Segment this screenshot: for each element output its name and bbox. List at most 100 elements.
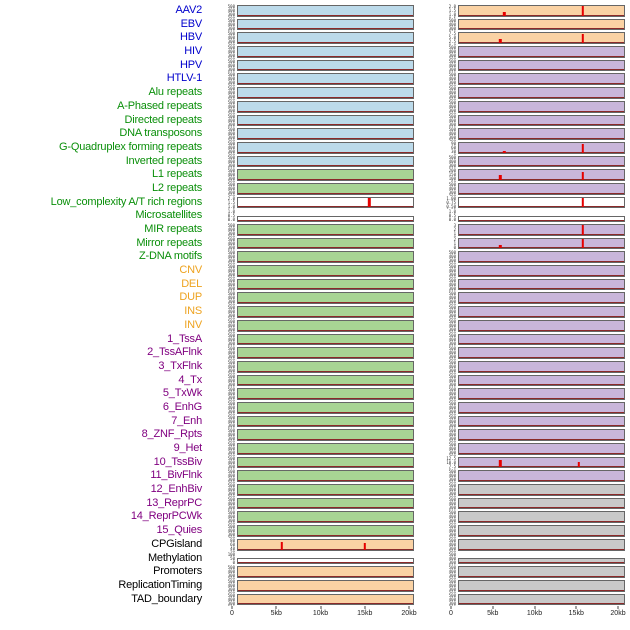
- y-axis-ticks-right: 5004003002001000: [426, 155, 458, 168]
- track-panel-right: [458, 333, 625, 346]
- y-tick-label: 3: [453, 223, 456, 228]
- track-panel-right: [458, 497, 625, 510]
- y-tick-label: 500: [448, 318, 456, 324]
- y-tick-label: 500: [448, 442, 456, 447]
- y-tick-label: 400: [227, 309, 235, 315]
- signal-baseline: [238, 425, 413, 427]
- track-panel-left: [237, 18, 414, 31]
- y-tick-label: 500: [448, 387, 456, 393]
- y-axis-ticks-right: 5004003002001000: [426, 100, 458, 113]
- column-gap: [414, 401, 426, 415]
- y-tick-label: 500: [227, 17, 235, 23]
- track-row: EBV50040030020010005004003002001000: [0, 17, 630, 31]
- track-label: 10_TssBiv: [153, 455, 203, 468]
- y-tick-label: 200: [228, 290, 235, 291]
- column-gap: [414, 387, 426, 401]
- track-row: 6_EnhG50040030020010005004003002001000: [0, 401, 630, 415]
- column-gap: [414, 45, 426, 59]
- y-tick-label: 500: [227, 127, 235, 133]
- signal-baseline: [459, 397, 624, 399]
- y-tick-label: 200: [449, 318, 456, 319]
- y-tick-label: 200: [449, 85, 456, 86]
- column-gap: [414, 483, 426, 497]
- y-tick-label: 500: [227, 99, 235, 105]
- track-label: G-Quadruplex forming repeats: [59, 140, 202, 153]
- track-panel-right: [458, 388, 625, 400]
- y-tick-label: 400: [227, 227, 235, 232]
- y-tick-label: 400: [448, 62, 456, 68]
- y-tick-label: 500: [227, 181, 235, 187]
- track-panel-right: [458, 128, 625, 140]
- track-panel-left: [237, 216, 414, 222]
- signal-baseline: [459, 562, 624, 564]
- y-tick-label: 500: [227, 168, 235, 174]
- track-panel-left: [237, 128, 414, 140]
- y-tick-label: 90: [451, 140, 456, 146]
- y-tick-label: 10.0: [446, 459, 456, 465]
- track-panel-right: [458, 216, 625, 222]
- y-tick-label: 300: [227, 121, 235, 127]
- y-tick-label: 500: [448, 45, 456, 51]
- y-tick-label: 500: [448, 17, 456, 23]
- track-label: Directed repeats: [124, 113, 202, 126]
- y-tick-label: 300: [448, 66, 456, 72]
- y-tick-label: 400: [227, 363, 235, 369]
- track-label: L1 repeats: [152, 168, 202, 181]
- y-tick-label: 200: [228, 236, 235, 237]
- y-tick-label: 400: [448, 281, 456, 287]
- track-panel-left: [237, 251, 414, 264]
- y-tick-label: 2.0: [227, 195, 235, 201]
- track-panel-right: [458, 59, 625, 72]
- y-tick-label: 300: [227, 381, 235, 387]
- y-tick-label: 400: [448, 336, 456, 342]
- y-tick-label: 2: [453, 236, 456, 242]
- y-axis-ticks-right: 5004003002001000: [426, 333, 458, 346]
- y-tick-label: 200: [228, 71, 235, 72]
- y-tick-label: 400: [227, 391, 235, 397]
- y-tick-label: 500: [448, 359, 456, 365]
- y-tick-label: 500: [448, 483, 456, 489]
- y-tick-label: 400: [227, 596, 235, 602]
- y-tick-label: 400: [227, 35, 235, 41]
- y-tick-label: 400: [227, 172, 235, 178]
- y-tick-label: 500: [227, 565, 235, 571]
- y-tick-label: 500: [227, 592, 235, 598]
- y-tick-label: 300: [448, 326, 456, 332]
- track-panel-left: [237, 497, 414, 510]
- y-tick-label: 0: [454, 236, 456, 237]
- y-tick-label: 200: [228, 167, 235, 168]
- y-tick-label: 200: [228, 523, 235, 524]
- y-tick-label: 200: [449, 427, 456, 428]
- y-axis-ticks-right: 5004003002001000: [426, 45, 458, 59]
- y-tick-label: 300: [448, 25, 456, 31]
- track-panel-left: [237, 456, 414, 469]
- y-tick-label: 300: [227, 176, 235, 182]
- track-rows-container: AAV250040030020010002.01.51.00.50.0EBV50…: [0, 4, 630, 606]
- signal-baseline: [238, 274, 413, 276]
- y-tick-label: 400: [227, 103, 235, 109]
- signal-baseline: [459, 69, 624, 71]
- y-axis-ticks-right: 5004003002001000: [426, 510, 458, 524]
- signal-baseline: [459, 137, 624, 139]
- y-tick-label: 200: [449, 30, 456, 31]
- y-axis-ticks-left: 5004003002001000: [205, 278, 237, 291]
- y-tick-label: 500: [227, 140, 235, 146]
- track-row: 12_EnhBiv5004003002001000500400300200100…: [0, 483, 630, 497]
- y-tick-label: 500: [227, 113, 235, 119]
- y-tick-label: 200: [228, 345, 235, 346]
- x-tick-mark: [534, 606, 535, 610]
- signal-baseline: [459, 110, 624, 112]
- y-tick-label: 400: [448, 322, 456, 328]
- y-tick-label: 500: [448, 127, 456, 133]
- y-tick-label: 200: [228, 112, 235, 113]
- y-tick-label: 200: [449, 413, 456, 414]
- signal-baseline: [459, 96, 624, 98]
- column-gap: [414, 72, 426, 86]
- y-axis-ticks-right: 5004003002001000: [426, 17, 458, 31]
- y-tick-label: 500: [227, 31, 235, 37]
- y-tick-label: 200: [449, 167, 456, 168]
- y-tick-label: 80: [230, 537, 235, 543]
- track-label: 13_ReprPC: [146, 496, 202, 509]
